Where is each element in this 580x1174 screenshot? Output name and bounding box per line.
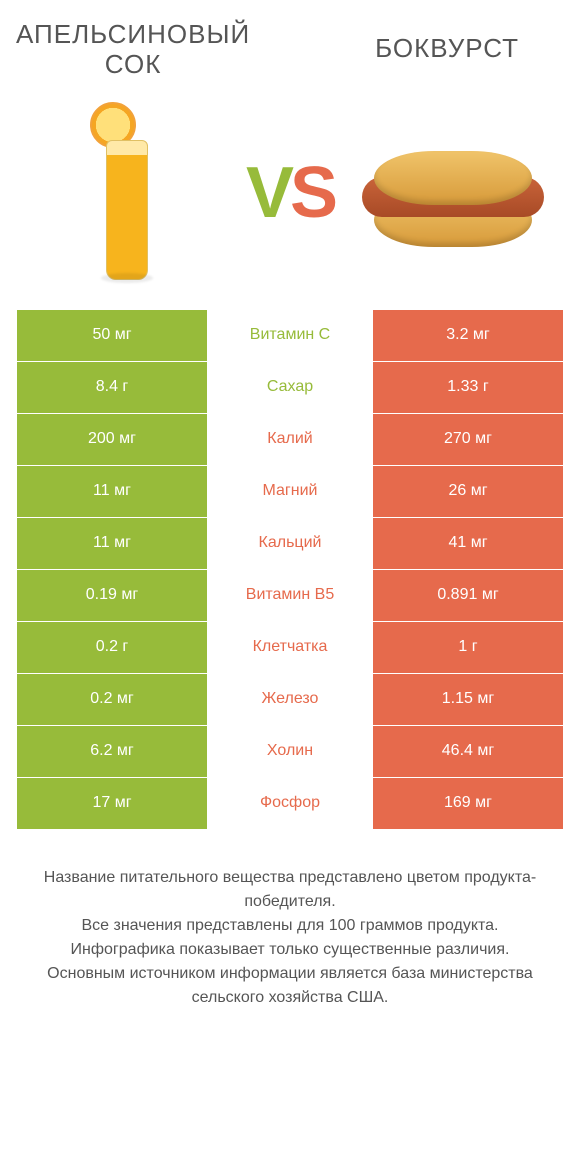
nutrient-name: Витамин C [207,310,373,361]
nutrient-name: Клетчатка [207,622,373,673]
value-right: 26 мг [373,466,563,517]
table-row: 0.2 гКлетчатка1 г [17,622,563,674]
footer-notes: Название питательного вещества представл… [16,866,564,1010]
bockwurst-image [368,98,538,288]
juice-glass-icon [106,140,148,280]
value-right: 0.891 мг [373,570,563,621]
value-left: 50 мг [17,310,207,361]
titles-row: АПЕЛЬСИНОВЫЙ СОК БОКВУРСТ [16,20,564,80]
value-left: 0.2 г [17,622,207,673]
value-left: 200 мг [17,414,207,465]
table-row: 11 мгМагний26 мг [17,466,563,518]
nutrient-name: Магний [207,466,373,517]
table-row: 8.4 гСахар1.33 г [17,362,563,414]
table-row: 0.2 мгЖелезо1.15 мг [17,674,563,726]
footer-line-3: Инфографика показывает только существенн… [36,938,544,962]
footer-line-2: Все значения представлены для 100 граммо… [36,914,544,938]
value-right: 46.4 мг [373,726,563,777]
value-left: 11 мг [17,466,207,517]
table-row: 11 мгКальций41 мг [17,518,563,570]
vs-label: VS [246,152,334,234]
value-right: 3.2 мг [373,310,563,361]
infographic: АПЕЛЬСИНОВЫЙ СОК БОКВУРСТ VS 50 мгВитами… [0,0,580,1040]
value-right: 270 мг [373,414,563,465]
nutrient-name: Фосфор [207,778,373,829]
value-right: 1 г [373,622,563,673]
vs-s: S [290,153,334,233]
value-left: 6.2 мг [17,726,207,777]
nutrient-name: Кальций [207,518,373,569]
value-left: 11 мг [17,518,207,569]
value-right: 1.15 мг [373,674,563,725]
bun-top-icon [374,151,532,205]
footer-line-1: Название питательного вещества представл… [36,866,544,914]
title-left: АПЕЛЬСИНОВЫЙ СОК [16,20,290,80]
images-row: VS [16,98,564,288]
nutrient-name: Холин [207,726,373,777]
vs-v: V [246,153,290,233]
value-left: 17 мг [17,778,207,829]
table-row: 6.2 мгХолин46.4 мг [17,726,563,778]
comparison-table: 50 мгВитамин C3.2 мг8.4 гСахар1.33 г200 … [17,310,563,830]
value-right: 1.33 г [373,362,563,413]
nutrient-name: Витамин B5 [207,570,373,621]
orange-juice-image [42,98,212,288]
value-right: 41 мг [373,518,563,569]
nutrient-name: Сахар [207,362,373,413]
table-row: 0.19 мгВитамин B50.891 мг [17,570,563,622]
table-row: 17 мгФосфор169 мг [17,778,563,830]
nutrient-name: Калий [207,414,373,465]
table-row: 200 мгКалий270 мг [17,414,563,466]
nutrient-name: Железо [207,674,373,725]
value-left: 0.2 мг [17,674,207,725]
table-row: 50 мгВитамин C3.2 мг [17,310,563,362]
value-left: 8.4 г [17,362,207,413]
value-left: 0.19 мг [17,570,207,621]
value-right: 169 мг [373,778,563,829]
title-right: БОКВУРСТ [290,20,564,64]
footer-line-4: Основным источником информации является … [36,962,544,1010]
